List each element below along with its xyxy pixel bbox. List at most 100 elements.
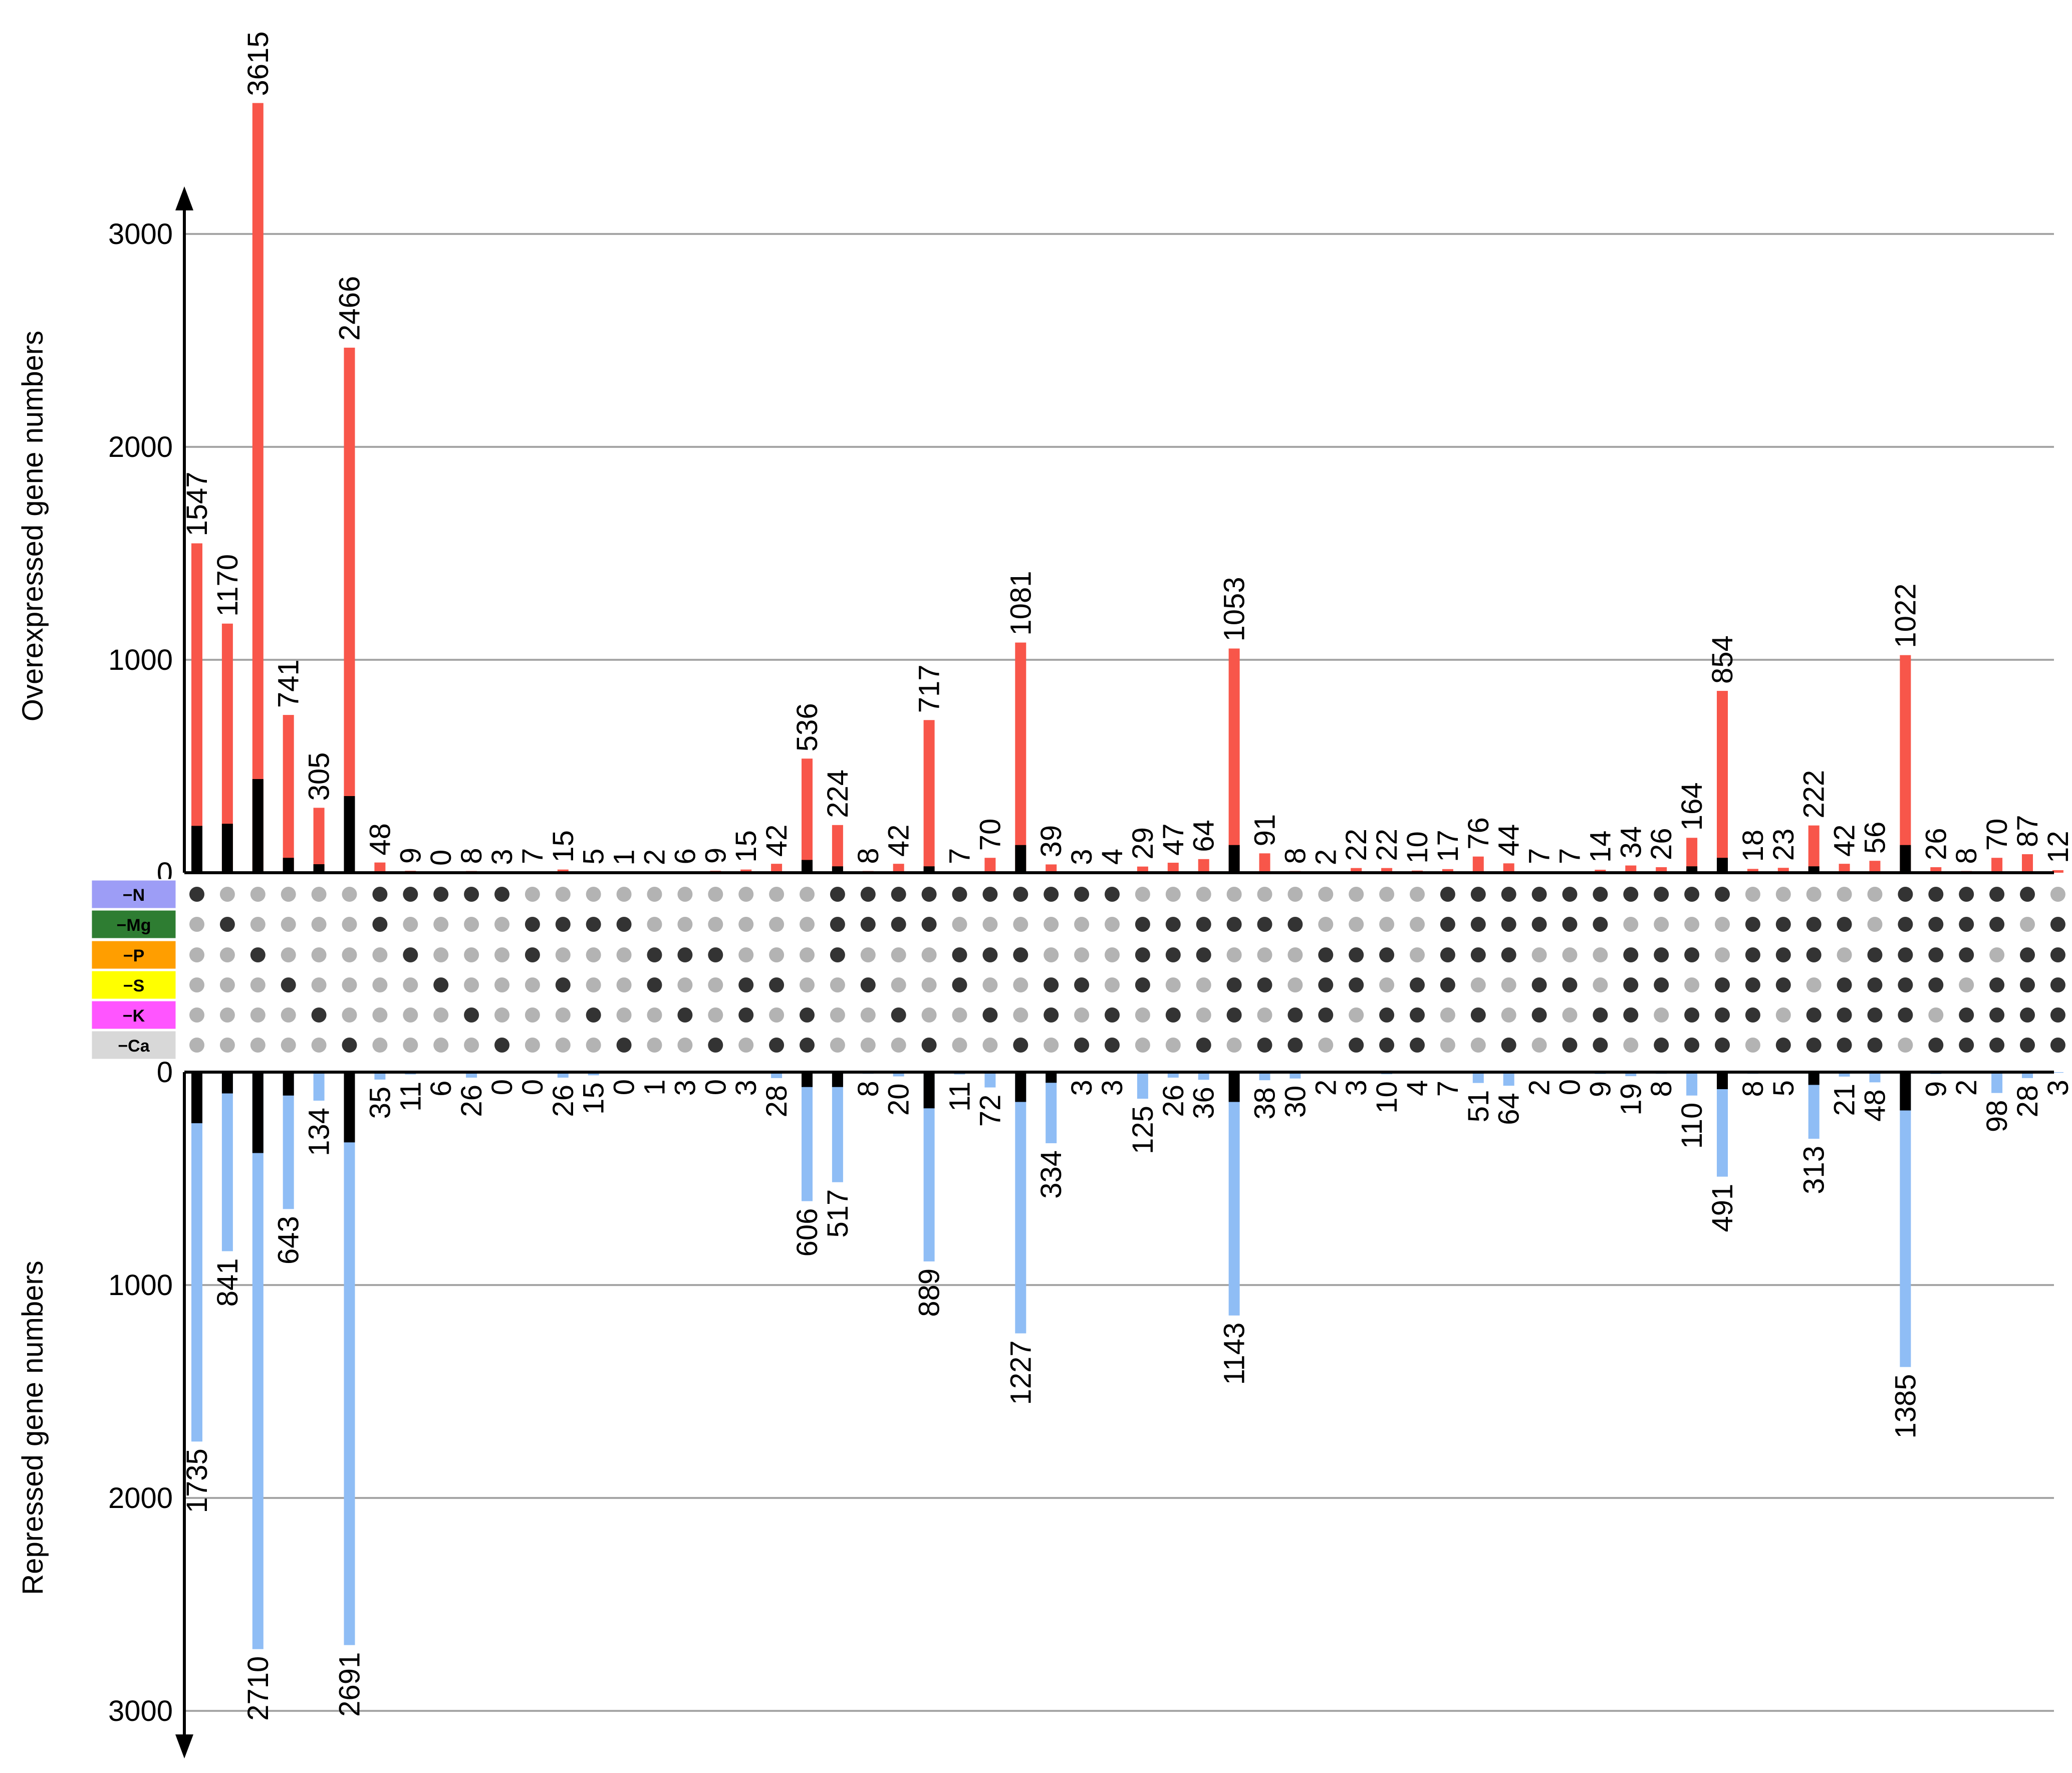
- matrix-dot-on: [1623, 887, 1639, 902]
- repressed-label: 1385: [1889, 1374, 1922, 1439]
- repressed-bar: [1503, 1072, 1514, 1086]
- y-tick-upper: 2000: [108, 431, 173, 463]
- matrix-dot-on: [921, 917, 937, 932]
- matrix-dot-on: [1440, 977, 1455, 992]
- matrix-dot-off: [708, 887, 723, 902]
- matrix-dot-off: [952, 1038, 967, 1053]
- overexpressed-label: 70: [974, 819, 1006, 851]
- matrix-dot-on: [2050, 917, 2065, 932]
- matrix-dot-off: [1440, 1038, 1455, 1053]
- matrix-dot-off: [1287, 977, 1303, 992]
- overexpressed-label: 164: [1676, 783, 1708, 831]
- matrix-dot-off: [464, 917, 479, 932]
- overexpressed-common-bar: [221, 824, 233, 873]
- matrix-dot-off: [1745, 1038, 1760, 1053]
- overexpressed-bar: [984, 858, 996, 873]
- repressed-label: 28: [2011, 1085, 2044, 1118]
- matrix-dot-on: [891, 1007, 906, 1023]
- matrix-dot-off: [708, 1007, 723, 1023]
- repressed-label: 30: [1279, 1086, 1312, 1118]
- matrix-dot-off: [1196, 977, 1211, 992]
- overexpressed-label: 22: [1371, 829, 1403, 861]
- matrix-dot-on: [1501, 917, 1516, 932]
- matrix-dot-on: [891, 887, 906, 902]
- matrix-dot-on: [1562, 917, 1578, 932]
- matrix-dot-off: [1318, 1038, 1334, 1053]
- matrix-dot-off: [219, 947, 235, 962]
- matrix-dot-off: [525, 1007, 540, 1023]
- matrix-dot-on: [1410, 977, 1425, 992]
- overexpressed-bar: [1900, 655, 1911, 873]
- matrix-dot-off: [1013, 977, 1028, 992]
- matrix-dot-off: [830, 1007, 845, 1023]
- repressed-bar: [1259, 1072, 1270, 1081]
- matrix-dot-on: [1501, 947, 1516, 962]
- matrix-dot-on: [1226, 1007, 1242, 1023]
- data-labels: 1547173511708413615271074164330513424662…: [181, 32, 2072, 1721]
- repressed-label: 2: [1310, 1080, 1342, 1096]
- matrix-dot-on: [1898, 947, 1913, 962]
- legend-swatch: [90, 909, 177, 940]
- matrix-dot-on: [586, 1007, 601, 1023]
- matrix-dot-off: [464, 977, 479, 992]
- matrix-dot-off: [525, 887, 540, 902]
- matrix-dot-off: [1775, 1007, 1791, 1023]
- overexpressed-bar: [1167, 863, 1179, 873]
- matrix-dot-off: [800, 947, 815, 962]
- matrix-dot-off: [281, 947, 296, 962]
- overexpressed-label: 854: [1706, 635, 1739, 684]
- matrix-dot-on: [1745, 947, 1760, 962]
- overexpressed-label: 26: [1645, 828, 1678, 860]
- matrix-dot-on: [800, 1038, 815, 1053]
- matrix-dot-off: [281, 917, 296, 932]
- repressed-common-bar: [252, 1072, 264, 1153]
- matrix-dot-on: [1715, 1038, 1730, 1053]
- matrix-dot-off: [1105, 917, 1120, 932]
- matrix-dot-off: [800, 917, 815, 932]
- repressed-bar: [832, 1072, 843, 1182]
- matrix-dot-on: [1044, 977, 1059, 992]
- matrix-dot-off: [250, 1038, 266, 1053]
- matrix-dot-on: [1837, 917, 1852, 932]
- matrix-dot-on: [1135, 977, 1150, 992]
- overexpressed-bar: [832, 825, 843, 873]
- overexpressed-common-bar: [802, 860, 813, 873]
- matrix-dot-off: [952, 1007, 967, 1023]
- matrix-dot-off: [1562, 1007, 1578, 1023]
- matrix-dot-on: [1379, 1007, 1395, 1023]
- repressed-label: 26: [1157, 1085, 1190, 1117]
- overexpressed-bar: [893, 864, 904, 873]
- treatment-legend: −N −Mg −P −S −K −Ca: [90, 879, 177, 1061]
- matrix-dot-off: [1837, 947, 1852, 962]
- matrix-dot-on: [1044, 887, 1059, 902]
- matrix-dot-on: [738, 977, 754, 992]
- matrix-dot-on: [982, 1007, 998, 1023]
- repressed-bar: [984, 1072, 996, 1088]
- overexpressed-label: 222: [1798, 770, 1831, 819]
- matrix-dot-on: [281, 977, 296, 992]
- overexpressed-label: 26: [1920, 828, 1952, 860]
- repressed-bar: [771, 1072, 783, 1078]
- matrix-dot-off: [677, 917, 693, 932]
- matrix-dot-on: [1013, 1038, 1028, 1053]
- matrix-dot-off: [1623, 1038, 1639, 1053]
- matrix-dot-on: [1715, 977, 1730, 992]
- matrix-dot-on: [1562, 1038, 1578, 1053]
- matrix-dot-on: [860, 887, 876, 902]
- matrix-dot-on: [769, 977, 785, 992]
- matrix-dot-on: [1013, 887, 1028, 902]
- matrix-dot-off: [189, 917, 204, 932]
- matrix-dot-on: [2020, 1038, 2035, 1053]
- matrix-dot-on: [1593, 887, 1608, 902]
- repressed-bar: [1472, 1072, 1484, 1083]
- matrix-dot-on: [860, 977, 876, 992]
- matrix-dot-on: [1196, 947, 1211, 962]
- overexpressed-label: 91: [1249, 814, 1281, 847]
- repressed-label: 841: [211, 1258, 244, 1307]
- overexpressed-label: 1170: [211, 554, 244, 617]
- matrix-dot-on: [494, 1038, 509, 1053]
- matrix-dot-on: [250, 947, 266, 962]
- overexpressed-common-bar: [1686, 866, 1698, 873]
- repressed-label: 1735: [181, 1448, 213, 1513]
- matrix-dot-off: [952, 917, 967, 932]
